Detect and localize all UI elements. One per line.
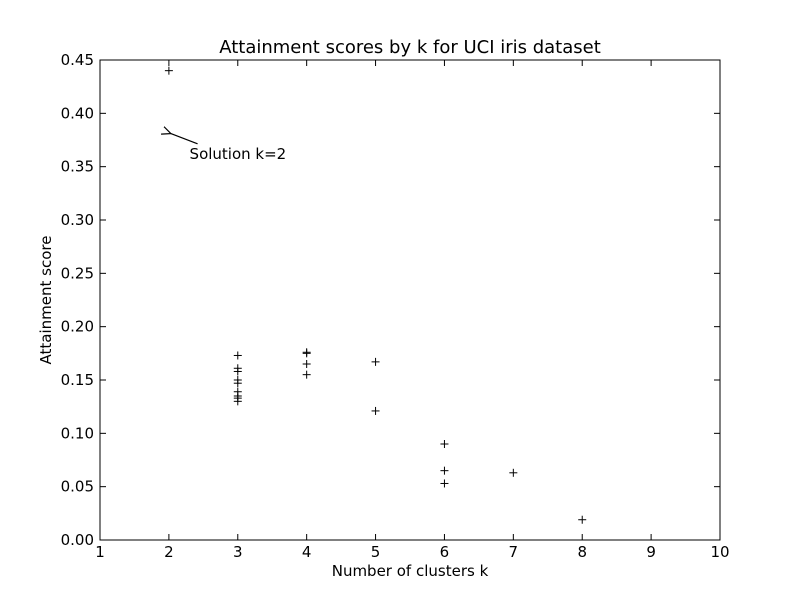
y-tick-label: 0.10 [61,424,94,442]
data-points [164,66,587,524]
y-tick-label: 0.15 [61,371,94,389]
plot-area [100,60,720,540]
data-point [440,466,449,475]
y-tick-label: 0.25 [61,264,94,282]
data-point [440,479,449,488]
x-tick-label: 1 [95,543,105,561]
data-point [164,66,173,75]
y-tick-label: 0.30 [61,211,94,229]
x-tick-label: 3 [233,543,243,561]
annotation-arrow [171,134,198,145]
x-tick-label: 4 [302,543,312,561]
data-point [302,349,311,358]
x-tick-label: 10 [710,543,729,561]
x-axis-label: Number of clusters k [332,562,489,580]
chart-title: Attainment scores by k for UCI iris data… [219,37,601,58]
data-point [509,468,518,477]
y-tick-label: 0.00 [61,531,94,549]
data-point [233,379,242,388]
x-tick-label: 5 [371,543,381,561]
data-point [302,360,311,368]
x-tick-label: 8 [577,543,587,561]
y-tick-label: 0.20 [61,318,94,336]
data-point [233,351,242,360]
y-tick-label: 0.05 [61,478,94,496]
x-tick-label: 2 [164,543,174,561]
y-tick-label: 0.45 [61,51,94,69]
annotations: Solution k=2 [171,134,286,163]
data-point [440,440,449,448]
x-tick-label: 9 [646,543,656,561]
x-tick-label: 7 [509,543,519,561]
data-point [233,397,242,406]
x-tick-label: 6 [440,543,450,561]
y-tick-label: 0.35 [61,158,94,176]
y-axis-label: Attainment score [37,236,55,365]
y-tick-label: 0.40 [61,104,94,122]
data-point [371,357,380,366]
data-point [233,367,242,376]
annotation-label: Solution k=2 [190,145,287,163]
data-point [578,515,587,524]
data-point [302,370,311,379]
plot-frame [99,59,721,541]
data-point [371,406,380,415]
